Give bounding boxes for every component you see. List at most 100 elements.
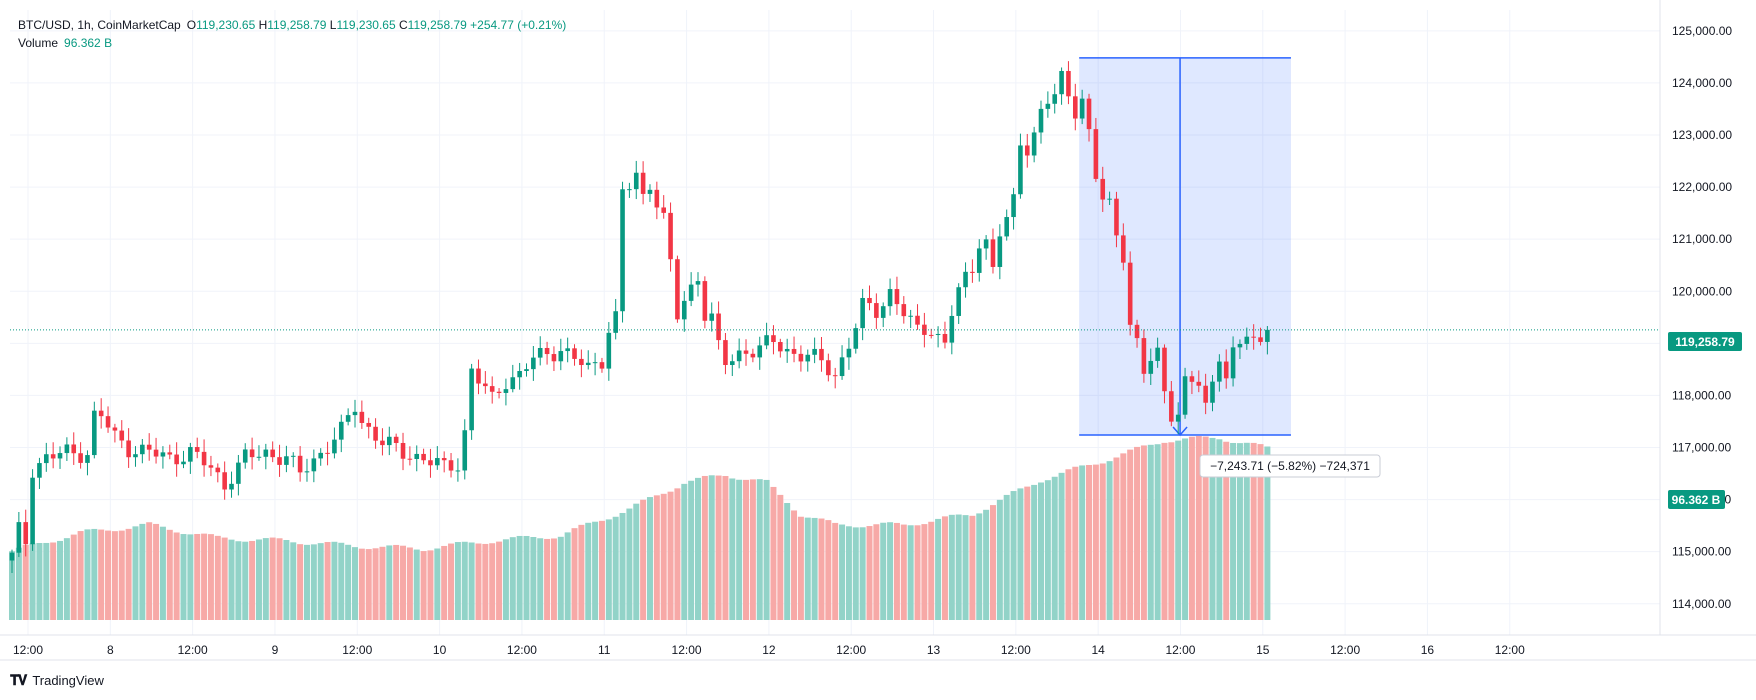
candle-body — [1011, 194, 1016, 218]
volume-bar — [1003, 494, 1010, 620]
close-value: 119,258.79 — [407, 18, 467, 32]
candle-body — [153, 449, 159, 457]
volume-bar — [180, 534, 187, 620]
volume-bar — [1092, 464, 1099, 620]
candle-body — [483, 383, 488, 387]
volume-bar — [372, 548, 379, 620]
candle-body — [304, 471, 310, 473]
candle-body — [935, 333, 941, 336]
candle-body — [908, 315, 913, 317]
candle-body — [9, 552, 15, 561]
candle-body — [874, 303, 879, 318]
candle-body — [730, 361, 735, 366]
volume-label[interactable]: Volume — [18, 36, 59, 50]
volume-bar — [358, 548, 365, 620]
volume-bar — [900, 524, 907, 620]
candle-body — [352, 411, 358, 416]
volume-bar — [1010, 491, 1017, 620]
candle-body — [1217, 361, 1222, 382]
candle-body — [359, 411, 365, 423]
candle-body — [620, 189, 625, 312]
volume-bar — [1216, 439, 1223, 620]
volume-bar — [935, 518, 942, 620]
volume-bar — [303, 544, 310, 620]
candle-body — [633, 172, 639, 190]
ohlc-values: O119,230.65 H119,258.79 L119,230.65 C119… — [187, 16, 567, 34]
chart-legend: BTC/USD, 1h, CoinMarketCap O119,230.65 H… — [18, 16, 566, 52]
time-tick-label: 13 — [927, 643, 941, 657]
volume-bar — [845, 526, 852, 620]
volume-bar — [770, 486, 777, 620]
volume-bar — [1106, 461, 1113, 620]
time-tick-label: 12:00 — [1495, 643, 1525, 657]
candle-body — [215, 467, 221, 473]
candle-body — [1038, 108, 1044, 133]
volume-bar — [235, 541, 242, 620]
time-tick-label: 11 — [598, 643, 611, 657]
volume-bar — [413, 549, 420, 620]
candle-body — [791, 348, 797, 354]
volume-bar — [653, 495, 660, 620]
candle-body — [853, 328, 859, 349]
candle-body — [922, 324, 927, 335]
volume-bar — [749, 479, 756, 620]
candle-body — [297, 455, 303, 473]
measure-label: −7,243.71 (−5.82%) −724,371 — [1210, 459, 1370, 473]
candle-body — [290, 455, 296, 457]
candle-body — [565, 348, 570, 352]
volume-bar — [1065, 469, 1072, 620]
open-label: O — [186, 18, 197, 32]
volume-bar — [98, 529, 105, 620]
candle-body — [976, 248, 982, 273]
volume-bar — [310, 544, 317, 620]
volume-bar — [715, 475, 722, 620]
volume-bar — [1051, 476, 1058, 620]
symbol-title[interactable]: BTC/USD, 1h, CoinMarketCap — [18, 18, 181, 32]
candle-body — [345, 415, 351, 422]
price-tick-label: 114,000.00 — [1672, 597, 1731, 611]
volume-bar — [667, 491, 674, 620]
candle-body — [277, 457, 282, 465]
volume-badge-text: 96.362 B — [1672, 493, 1721, 507]
volume-bar — [365, 549, 372, 620]
volume-bar — [29, 543, 36, 620]
volume-bar — [1154, 444, 1161, 620]
candle-body — [668, 212, 673, 260]
volume-bar — [1175, 440, 1182, 620]
candle-body — [1141, 338, 1147, 374]
candle-body — [675, 259, 680, 320]
volume-bar — [50, 542, 57, 620]
open-value: 119,230.65 — [196, 18, 256, 32]
candle-body — [915, 315, 920, 325]
candle-body — [894, 289, 900, 305]
volume-bar — [187, 534, 194, 620]
candle-body — [318, 452, 323, 459]
volume-bar — [797, 516, 804, 620]
candle-body — [311, 458, 317, 472]
volume-bar — [695, 477, 701, 620]
candle-body — [37, 463, 42, 478]
tradingview-brand[interactable]: 𝐓𝐕 TradingView — [10, 672, 104, 689]
price-tick-label: 124,000.00 — [1672, 76, 1732, 90]
volume-bar — [1134, 446, 1141, 620]
candle-body — [537, 347, 543, 358]
candle-body — [860, 297, 865, 329]
candle-body — [524, 369, 529, 372]
candle-body — [256, 456, 262, 458]
time-tick-label: 12:00 — [836, 643, 866, 657]
volume-bar — [1182, 438, 1189, 620]
volume-bar — [1099, 463, 1106, 620]
candle-body — [1251, 336, 1256, 338]
volume-bar — [290, 542, 297, 620]
candle-body — [338, 421, 344, 440]
volume-bar — [914, 525, 921, 620]
volume-bar — [619, 512, 626, 620]
volume-bar — [468, 542, 475, 620]
candle-body — [1162, 347, 1167, 392]
volume-bar — [578, 524, 585, 620]
candle-body — [57, 453, 63, 459]
volume-bar — [887, 522, 894, 620]
candle-body — [1066, 70, 1071, 97]
candle-body — [23, 522, 29, 545]
